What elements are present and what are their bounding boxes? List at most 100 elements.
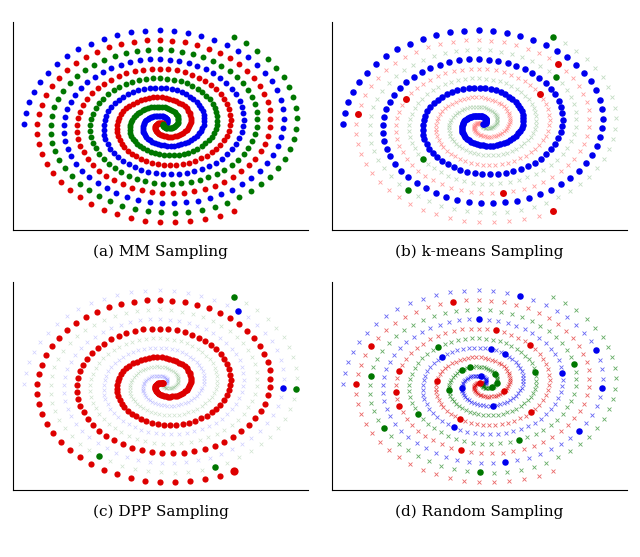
Point <box>538 165 548 174</box>
Point <box>557 369 568 378</box>
Point <box>543 53 554 62</box>
Point <box>417 125 428 134</box>
Point <box>527 329 538 338</box>
Point <box>158 121 168 130</box>
Point <box>278 384 288 393</box>
Point <box>197 123 207 132</box>
Point <box>99 390 109 399</box>
Point <box>147 448 157 457</box>
Point <box>339 109 349 118</box>
Point <box>211 384 221 393</box>
Point <box>41 351 51 360</box>
Point <box>118 107 129 116</box>
Point <box>437 367 447 375</box>
Point <box>471 379 481 388</box>
Point <box>465 363 475 372</box>
Point <box>113 72 124 81</box>
Point <box>351 380 362 389</box>
Point <box>177 159 188 168</box>
Point <box>445 288 455 297</box>
Point <box>353 400 364 409</box>
Point <box>597 384 607 393</box>
Point <box>457 121 467 130</box>
Point <box>138 106 148 115</box>
Point <box>484 55 494 64</box>
Point <box>557 149 568 158</box>
Point <box>538 395 548 404</box>
Point <box>481 114 491 123</box>
Point <box>489 218 499 227</box>
Point <box>468 362 478 371</box>
Point <box>150 382 161 390</box>
Point <box>73 134 83 143</box>
Point <box>88 109 99 118</box>
Point <box>122 329 132 338</box>
Point <box>513 73 523 82</box>
Point <box>444 317 454 326</box>
Point <box>99 116 109 125</box>
Point <box>200 184 210 193</box>
Point <box>432 377 442 385</box>
Point <box>484 141 495 150</box>
Point <box>84 173 95 182</box>
Point <box>153 388 163 397</box>
Point <box>126 118 136 126</box>
Point <box>575 147 585 156</box>
Point <box>141 133 152 141</box>
Point <box>196 142 207 151</box>
Point <box>385 358 395 367</box>
Point <box>429 424 439 433</box>
Point <box>486 179 496 188</box>
Point <box>172 131 182 140</box>
Point <box>183 28 193 37</box>
Point <box>503 418 513 427</box>
Point <box>169 27 179 36</box>
Point <box>234 193 244 202</box>
Point <box>418 339 428 348</box>
Point <box>423 43 433 52</box>
Point <box>457 125 467 134</box>
Point <box>467 372 477 381</box>
Point <box>98 67 108 76</box>
Point <box>392 45 403 54</box>
Point <box>167 123 177 132</box>
Point <box>140 437 150 446</box>
Point <box>75 401 85 410</box>
Point <box>116 139 127 148</box>
Point <box>252 108 262 116</box>
Point <box>90 333 100 341</box>
Point <box>182 79 192 88</box>
Point <box>211 158 221 167</box>
Point <box>204 422 214 431</box>
Point <box>246 447 256 456</box>
Point <box>131 97 141 106</box>
Point <box>375 178 385 187</box>
Point <box>522 395 532 404</box>
Point <box>183 148 193 157</box>
Point <box>168 355 178 364</box>
Point <box>534 74 545 82</box>
Point <box>397 101 408 110</box>
Point <box>225 67 235 76</box>
Point <box>161 94 171 102</box>
Point <box>196 31 207 40</box>
Point <box>48 169 58 178</box>
Point <box>161 383 172 392</box>
Point <box>206 392 216 401</box>
Point <box>159 392 169 400</box>
Point <box>506 70 516 79</box>
Point <box>484 384 494 393</box>
Point <box>140 354 150 363</box>
Point <box>578 89 588 98</box>
Point <box>408 72 419 81</box>
Point <box>159 392 169 400</box>
Point <box>204 44 214 53</box>
Point <box>431 290 441 299</box>
Point <box>569 414 579 423</box>
Point <box>132 369 143 378</box>
Point <box>491 110 501 119</box>
Point <box>461 374 472 383</box>
Point <box>529 384 540 393</box>
Point <box>474 55 484 63</box>
Point <box>458 94 468 103</box>
